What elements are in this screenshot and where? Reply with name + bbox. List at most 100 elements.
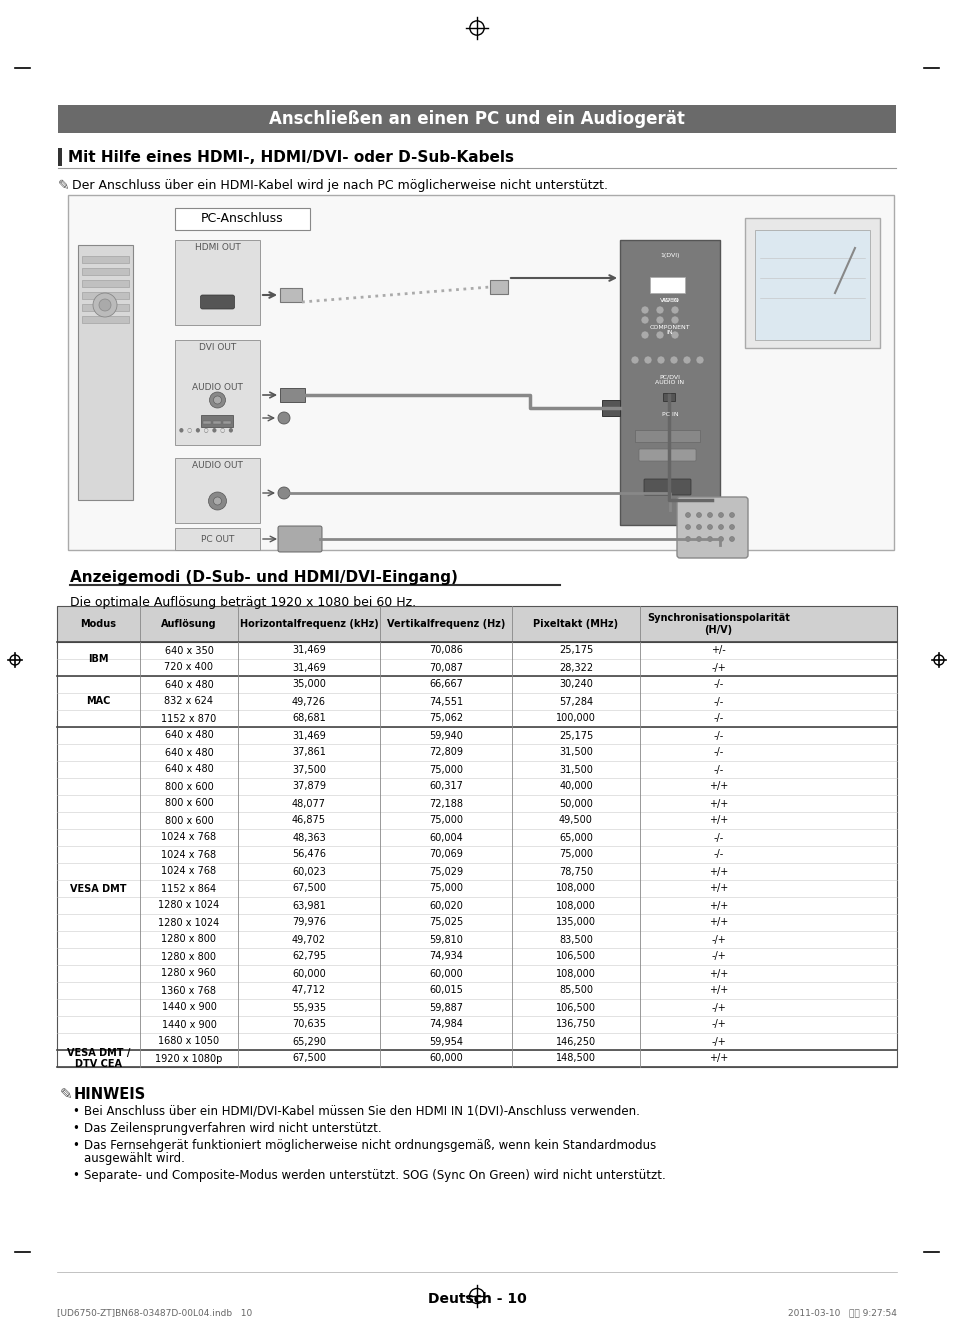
Text: 1280 x 960: 1280 x 960	[161, 968, 216, 979]
Bar	[82, 280, 129, 287]
Text: 70,086: 70,086	[429, 646, 462, 655]
Text: PC OUT: PC OUT	[200, 535, 233, 543]
Circle shape	[99, 299, 111, 310]
Text: -/+: -/+	[710, 951, 725, 962]
Text: +/+: +/+	[708, 867, 727, 877]
Text: 68,681: 68,681	[292, 713, 326, 724]
Bar	[82, 268, 129, 275]
Text: -/-: -/-	[713, 765, 723, 774]
Text: 1280 x 800: 1280 x 800	[161, 951, 216, 962]
Bar	[57, 812, 896, 830]
Text: 135,000: 135,000	[556, 918, 596, 927]
Circle shape	[696, 536, 700, 542]
Bar	[280, 388, 305, 402]
Text: 48,077: 48,077	[292, 798, 326, 808]
Bar	[57, 778, 896, 795]
Bar	[174, 240, 260, 325]
Text: ✎: ✎	[60, 1087, 72, 1102]
Text: Synchronisationspolarität
(H/V): Synchronisationspolarität (H/V)	[646, 613, 789, 635]
Circle shape	[210, 392, 225, 408]
Text: 1920 x 1080p: 1920 x 1080p	[155, 1054, 222, 1063]
Bar	[82, 256, 129, 263]
Bar	[82, 316, 129, 324]
Bar	[57, 914, 896, 931]
Text: +/+: +/+	[708, 782, 727, 791]
Text: 1280 x 1024: 1280 x 1024	[158, 918, 219, 927]
Text: 1680 x 1050: 1680 x 1050	[158, 1037, 219, 1046]
Text: 800 x 600: 800 x 600	[165, 798, 213, 808]
Text: PC-Anschluss: PC-Anschluss	[201, 213, 283, 226]
Circle shape	[707, 536, 712, 542]
Bar	[490, 280, 507, 295]
Text: 67,500: 67,500	[292, 1054, 326, 1063]
Bar	[57, 982, 896, 999]
Bar	[203, 421, 212, 424]
Text: •: •	[71, 1122, 79, 1135]
Text: 59,940: 59,940	[429, 731, 462, 741]
Text: Die optimale Auflösung beträgt 1920 x 1080 bei 60 Hz.: Die optimale Auflösung beträgt 1920 x 10…	[70, 596, 416, 609]
Text: IBM: IBM	[89, 654, 109, 664]
Bar	[58, 148, 62, 166]
Text: 106,500: 106,500	[556, 1003, 596, 1012]
Text: Das Fernsehgerät funktioniert möglicherweise nicht ordnungsgemäß, wenn kein Stan: Das Fernsehgerät funktioniert möglicherw…	[84, 1139, 656, 1152]
Circle shape	[670, 332, 679, 339]
Text: 1280 x 800: 1280 x 800	[161, 934, 216, 945]
Text: 1024 x 768: 1024 x 768	[161, 832, 216, 843]
Circle shape	[670, 306, 679, 314]
Text: 62,795: 62,795	[292, 951, 326, 962]
Text: +/+: +/+	[708, 918, 727, 927]
Bar	[57, 830, 896, 845]
Text: 74,551: 74,551	[429, 696, 462, 707]
Text: 640 x 480: 640 x 480	[165, 731, 213, 741]
Text: 83,500: 83,500	[558, 934, 593, 945]
Text: VESA DMT: VESA DMT	[71, 884, 127, 893]
Bar	[57, 606, 896, 642]
Text: 49,500: 49,500	[558, 815, 593, 826]
Text: 65,000: 65,000	[558, 832, 593, 843]
Bar	[57, 606, 896, 642]
Text: 640 x 350: 640 x 350	[164, 646, 213, 655]
Text: 1(DVI): 1(DVI)	[659, 252, 679, 258]
Text: [UD6750-ZT]BN68-03487D-00L04.indb   10: [UD6750-ZT]BN68-03487D-00L04.indb 10	[57, 1308, 252, 1317]
Bar	[57, 948, 896, 966]
Text: VESA DMT /
DTV CEA: VESA DMT / DTV CEA	[67, 1048, 130, 1069]
Circle shape	[656, 316, 663, 324]
Bar	[57, 1016, 896, 1033]
Bar	[280, 288, 302, 303]
Text: -/-: -/-	[713, 713, 723, 724]
Text: 70,087: 70,087	[429, 663, 462, 672]
FancyBboxPatch shape	[200, 295, 234, 309]
Text: Pixeltakt (MHz): Pixeltakt (MHz)	[533, 620, 618, 629]
Text: 75,000: 75,000	[429, 815, 462, 826]
Text: Auflösung: Auflösung	[161, 620, 216, 629]
Circle shape	[640, 306, 648, 314]
Text: 59,810: 59,810	[429, 934, 462, 945]
Text: 108,000: 108,000	[556, 901, 596, 910]
Bar	[57, 642, 896, 1067]
Text: ✎: ✎	[58, 180, 70, 193]
FancyBboxPatch shape	[639, 449, 696, 461]
Text: 72,809: 72,809	[429, 748, 462, 757]
Text: MAC: MAC	[86, 696, 111, 707]
Bar	[57, 966, 896, 982]
Text: 106,500: 106,500	[556, 951, 596, 962]
Text: +/+: +/+	[708, 884, 727, 893]
Text: Separate- und Composite-Modus werden unterstützt. SOG (Sync On Green) wird nicht: Separate- und Composite-Modus werden unt…	[84, 1169, 665, 1182]
Circle shape	[640, 316, 648, 324]
Circle shape	[656, 306, 663, 314]
Text: 720 x 400: 720 x 400	[164, 663, 213, 672]
Bar	[58, 104, 895, 133]
Text: 30,240: 30,240	[558, 679, 593, 690]
Text: 2011-03-10   오후 9:27:54: 2011-03-10 오후 9:27:54	[787, 1308, 896, 1317]
Bar	[744, 218, 879, 347]
Text: Bei Anschluss über ein HDMI/DVI-Kabel müssen Sie den HDMI IN 1(DVI)-Anschluss ve: Bei Anschluss über ein HDMI/DVI-Kabel mü…	[84, 1104, 639, 1118]
Text: 28,322: 28,322	[558, 663, 593, 672]
Bar	[57, 880, 896, 897]
Text: AUDIO OUT: AUDIO OUT	[192, 461, 243, 470]
Text: 800 x 600: 800 x 600	[165, 815, 213, 826]
Text: 640 x 480: 640 x 480	[165, 748, 213, 757]
Text: 640 x 480: 640 x 480	[165, 679, 213, 690]
Text: +/+: +/+	[708, 901, 727, 910]
Text: 59,954: 59,954	[429, 1037, 462, 1046]
Text: Anschließen an einen PC und ein Audiogerät: Anschließen an einen PC und ein Audioger…	[269, 110, 684, 128]
